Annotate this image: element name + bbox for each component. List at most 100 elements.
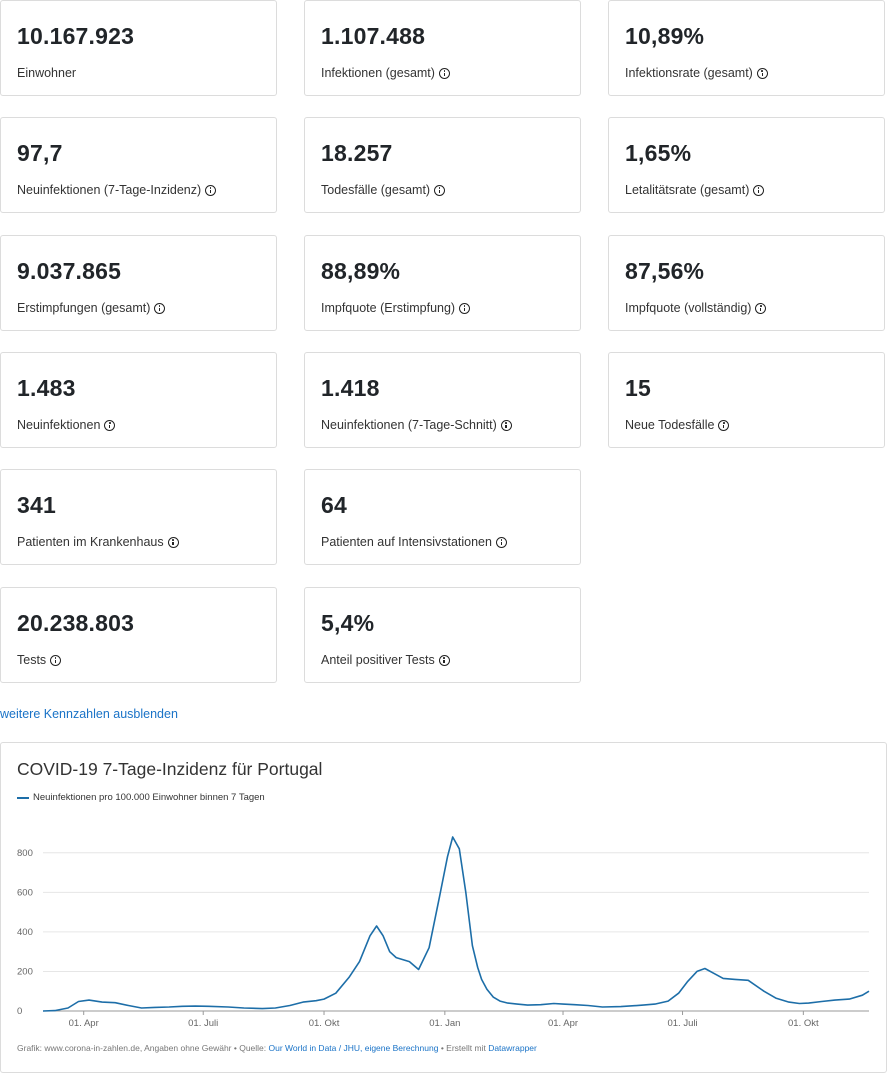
x-tick-label: 01. Okt <box>788 1018 819 1029</box>
stat-label-text: Infektionsrate (gesamt) <box>625 66 753 80</box>
stat-label-text: Patienten auf Intensivstationen <box>321 535 492 549</box>
footer-mid: • Erstellt mit <box>438 1043 489 1053</box>
stat-card: 15 Neue Todesfälle <box>608 352 885 448</box>
y-tick-label: 0 <box>17 1006 22 1017</box>
stat-label: Einwohner <box>17 66 76 80</box>
stat-label: Tests <box>17 653 62 667</box>
stat-label-text: Neue Todesfälle <box>625 418 715 432</box>
stat-label-text: Neuinfektionen (7-Tage-Schnitt) <box>321 418 497 432</box>
legend-swatch <box>17 796 29 799</box>
stat-value: 20.238.803 <box>17 610 135 636</box>
stat-value: 88,89% <box>321 258 401 284</box>
stat-value: 10.167.923 <box>17 23 135 49</box>
stat-label: Infektionsrate (gesamt) <box>625 66 768 80</box>
stat-card: 10,89% Infektionsrate (gesamt) <box>608 0 885 96</box>
stat-card: 64 Patienten auf Intensivstationen <box>304 469 581 565</box>
info-icon[interactable] <box>500 419 512 431</box>
info-icon[interactable] <box>104 419 116 431</box>
stat-label-text: Tests <box>17 653 47 667</box>
stat-label: Anteil positiver Tests <box>321 653 450 667</box>
stat-label-text: Erstimpfungen (gesamt) <box>17 301 151 315</box>
x-tick-label: 01. Okt <box>309 1018 340 1029</box>
stat-label: Neuinfektionen (7-Tage-Schnitt) <box>321 418 512 432</box>
info-icon[interactable] <box>755 302 767 314</box>
info-icon[interactable] <box>50 654 62 666</box>
stat-label: Letalitätsrate (gesamt) <box>625 183 765 197</box>
stat-label-text: Neuinfektionen (7-Tage-Inzidenz) <box>17 183 202 197</box>
stat-card: 18.257 Todesfälle (gesamt) <box>304 117 581 213</box>
series-line <box>42 836 870 1012</box>
stat-label: Impfquote (Erstimpfung) <box>321 301 471 315</box>
x-tick-label: 01. Apr <box>548 1018 578 1029</box>
info-icon[interactable] <box>205 184 217 196</box>
x-tick-label: 01. Jan <box>429 1018 460 1029</box>
stat-value: 1,65% <box>625 140 692 166</box>
footer-source-link[interactable]: Our World in Data / JHU, eigene Berechnu… <box>268 1043 439 1053</box>
stat-label: Erstimpfungen (gesamt) <box>17 301 166 315</box>
info-icon[interactable] <box>756 67 768 79</box>
stat-card: 1.483 Neuinfektionen <box>0 352 277 448</box>
stat-value: 97,7 <box>17 140 63 166</box>
stat-card: 5,4% Anteil positiver Tests <box>304 587 581 683</box>
info-icon[interactable] <box>434 184 446 196</box>
stat-label-text: Anteil positiver Tests <box>321 653 435 667</box>
info-icon[interactable] <box>154 302 166 314</box>
stat-card: 1.107.488 Infektionen (gesamt) <box>304 0 581 96</box>
stat-label: Impfquote (vollständig) <box>625 301 767 315</box>
info-icon[interactable] <box>495 536 507 548</box>
stat-card: 97,7 Neuinfektionen (7-Tage-Inzidenz) <box>0 117 277 213</box>
stat-label-text: Letalitätsrate (gesamt) <box>625 183 750 197</box>
info-icon[interactable] <box>167 536 179 548</box>
stat-label-text: Einwohner <box>17 66 77 80</box>
legend-label: Neuinfektionen pro 100.000 Einwohner bin… <box>33 792 265 803</box>
stat-value: 87,56% <box>625 258 705 284</box>
info-icon[interactable] <box>718 419 730 431</box>
stat-label: Neuinfektionen <box>17 418 116 432</box>
stat-value: 1.107.488 <box>321 23 426 49</box>
stat-value: 15 <box>625 375 651 401</box>
x-tick-label: 01. Juli <box>667 1018 697 1029</box>
info-icon[interactable] <box>438 654 450 666</box>
stat-value: 1.418 <box>321 375 380 401</box>
stat-value: 5,4% <box>321 610 375 636</box>
stat-value: 64 <box>321 492 347 518</box>
stat-label: Neuinfektionen (7-Tage-Inzidenz) <box>17 183 217 197</box>
y-tick-label: 600 <box>17 887 33 898</box>
stat-label: Neue Todesfälle <box>625 418 730 432</box>
x-tick-label: 01. Apr <box>69 1018 99 1029</box>
info-icon[interactable] <box>753 184 765 196</box>
y-tick-label: 800 <box>17 848 33 859</box>
stat-label: Patienten auf Intensivstationen <box>321 535 507 549</box>
stat-card: 10.167.923 Einwohner <box>0 0 277 96</box>
chart-card: 0 200 400 600 800 01. Apr 01. Juli 01. Okt 01. J… <box>0 742 887 1073</box>
stat-card: 1,65% Letalitätsrate (gesamt) <box>608 117 885 213</box>
chart-footer: Grafik: www.corona-in-zahlen.de, Angaben… <box>17 1043 537 1053</box>
stat-label: Patienten im Krankenhaus <box>17 535 179 549</box>
stat-card: 341 Patienten im Krankenhaus <box>0 469 277 565</box>
stat-card: 9.037.865 Erstimpfungen (gesamt) <box>0 235 277 331</box>
stat-card: 1.418 Neuinfektionen (7-Tage-Schnitt) <box>304 352 581 448</box>
stat-label-text: Neuinfektionen <box>17 418 101 432</box>
stat-label-text: Todesfälle (gesamt) <box>321 183 431 197</box>
y-tick-label: 200 <box>17 966 33 977</box>
stat-label-text: Infektionen (gesamt) <box>321 66 435 80</box>
stat-card: 87,56% Impfquote (vollständig) <box>608 235 885 331</box>
footer-tool-link[interactable]: Datawrapper <box>488 1043 537 1053</box>
stat-value: 18.257 <box>321 140 393 166</box>
stat-label-text: Impfquote (Erstimpfung) <box>321 301 456 315</box>
stat-card: 88,89% Impfquote (Erstimpfung) <box>304 235 581 331</box>
incidence-chart: 0 200 400 600 800 01. Apr 01. Juli 01. Okt 01. J… <box>17 836 870 1029</box>
toggle-more-stats-link[interactable]: weitere Kennzahlen ausblenden <box>0 707 178 721</box>
stat-value: 341 <box>17 492 56 518</box>
info-icon[interactable] <box>438 67 450 79</box>
stat-value: 1.483 <box>17 375 76 401</box>
chart-title: COVID-19 7-Tage-Inzidenz für Portugal <box>17 759 323 779</box>
stat-label-text: Patienten im Krankenhaus <box>17 535 164 549</box>
info-icon[interactable] <box>459 302 471 314</box>
x-tick-label: 01. Juli <box>188 1018 218 1029</box>
stat-value: 10,89% <box>625 23 705 49</box>
stat-label: Infektionen (gesamt) <box>321 66 450 80</box>
stat-card: 20.238.803 Tests <box>0 587 277 683</box>
stat-value: 9.037.865 <box>17 258 122 284</box>
footer-credit: Grafik: www.corona-in-zahlen.de, Angaben… <box>17 1043 269 1053</box>
